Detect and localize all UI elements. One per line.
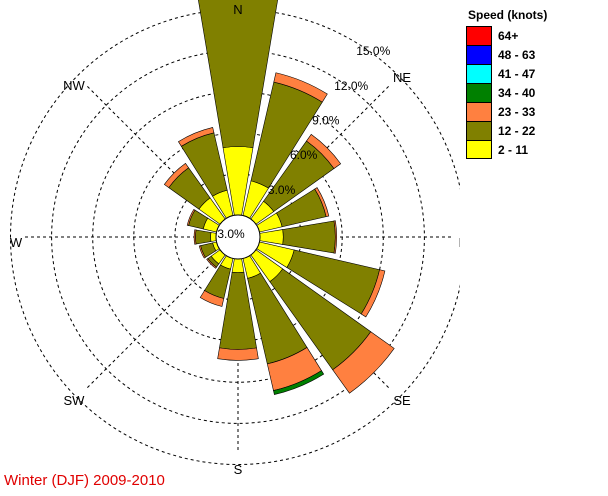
wind-rose-chart: N NE E SE S SW W NW 3.0% 6.0% 9.0% 12.0% 15.0% 3.0% xyxy=(10,0,460,477)
direction-label-sw: SW xyxy=(64,393,86,408)
wedge-w-23-33 xyxy=(193,229,197,245)
wedge-ssw-23-33 xyxy=(199,290,225,307)
legend-item: 23 - 33 xyxy=(466,102,606,121)
wedge-wnw-23-33 xyxy=(186,208,196,226)
legend-title: Speed (knots) xyxy=(468,8,548,22)
legend-label: 2 - 11 xyxy=(498,142,529,157)
grid-ring xyxy=(10,9,460,465)
legend-item: 2 - 11 xyxy=(466,140,606,159)
legend-item: 41 - 47 xyxy=(466,64,606,83)
wedge-s-23-33 xyxy=(217,347,259,361)
direction-label-n: N xyxy=(233,2,242,17)
direction-label-s: S xyxy=(234,462,243,477)
wedge-e-23-33 xyxy=(333,220,338,254)
direction-label-w: W xyxy=(10,235,23,250)
legend-item: 64+ xyxy=(466,26,606,45)
legend-item: 12 - 22 xyxy=(466,121,606,140)
wedge-sse-34-40 xyxy=(273,370,325,395)
wedge-n-12-22 xyxy=(198,0,278,149)
wedge-e-12-22 xyxy=(282,220,336,254)
wedge-w-2-11 xyxy=(210,232,217,242)
wedge-e-2-11 xyxy=(259,229,284,245)
legend-swatch xyxy=(466,64,492,83)
legend-label: 41 - 47 xyxy=(498,66,536,81)
direction-label-se: SE xyxy=(393,393,411,408)
wind-rose-wedges xyxy=(163,0,395,395)
ring-label: 6.0% xyxy=(290,148,318,162)
wedge-nne-23-33 xyxy=(273,72,328,103)
ring-label: 15.0% xyxy=(356,44,390,58)
ring-label: 12.0% xyxy=(334,79,368,93)
legend-swatch xyxy=(466,102,492,121)
wedge-ne-23-33 xyxy=(306,133,342,169)
chart-labels: N NE E SE S SW W NW 3.0% 6.0% 9.0% 12.0% 15.0% 3.0% xyxy=(10,2,460,477)
legend-swatch xyxy=(466,140,492,159)
speed-legend: Speed (knots) 64+ 48 - 63 41 - 47 34 - 40 23… xyxy=(466,8,606,159)
legend-label: 64+ xyxy=(498,28,519,43)
calm-circle xyxy=(215,214,261,260)
legend-item: 48 - 63 xyxy=(466,45,606,64)
ring-label: 9.0% xyxy=(312,113,340,127)
wedge-sw-23-33 xyxy=(206,258,217,269)
legend-swatch xyxy=(466,45,492,64)
wedge-s-2-11 xyxy=(231,258,245,273)
wedge-ese-23-33 xyxy=(360,269,386,318)
wedge-nnw-23-33 xyxy=(178,127,215,147)
calm-label: 3.0% xyxy=(217,227,245,241)
legend-swatch xyxy=(466,121,492,140)
legend-label: 48 - 63 xyxy=(498,47,536,62)
wedge-nw-23-33 xyxy=(163,162,190,189)
direction-label-nw: NW xyxy=(63,78,85,93)
legend-label: 23 - 33 xyxy=(498,104,536,119)
wedge-se-23-33 xyxy=(332,331,395,394)
legend-label: 34 - 40 xyxy=(498,85,536,100)
direction-label-e: E xyxy=(459,235,460,250)
wedge-w-12-22 xyxy=(195,229,212,245)
legend-label: 12 - 22 xyxy=(498,123,536,138)
legend-rows: 64+ 48 - 63 41 - 47 34 - 40 23 - 33 12 - 22 2 … xyxy=(466,26,606,159)
direction-label-ne: NE xyxy=(393,70,411,85)
ring-label: 3.0% xyxy=(268,183,296,197)
legend-swatch xyxy=(466,26,492,45)
wedge-wsw-23-33 xyxy=(198,245,206,259)
wedge-ene-23-33 xyxy=(314,187,330,217)
legend-item: 34 - 40 xyxy=(466,83,606,102)
chart-title: Winter (DJF) 2009-2010 xyxy=(4,472,165,489)
legend-swatch xyxy=(466,83,492,102)
